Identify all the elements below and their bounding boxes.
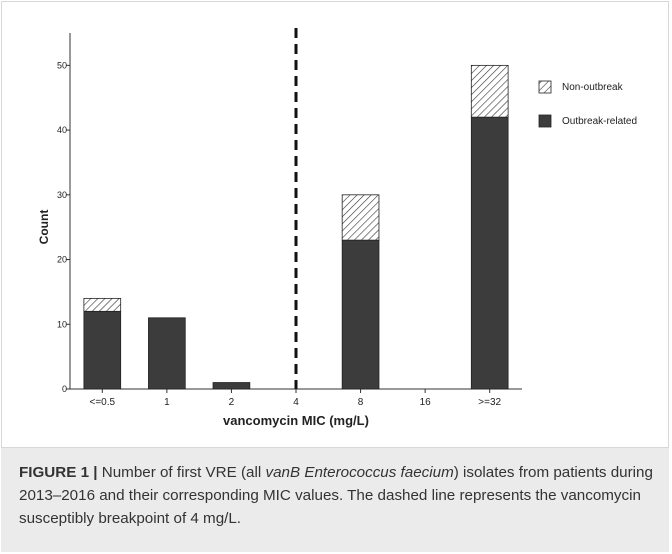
- bar-outbreak-related: [83, 310, 122, 390]
- caption-box: [1, 447, 669, 552]
- y-tick-label: 10: [57, 319, 67, 329]
- x-ticks: <=0.5 1 2 4 8 16 >=32: [89, 389, 502, 408]
- caption-label: FIGURE 1 |: [19, 464, 98, 481]
- x-tick-label: >=32: [478, 397, 501, 408]
- y-tick-label: 40: [57, 125, 67, 135]
- bar-outbreak-related: [341, 239, 380, 390]
- x-tick-label: 2: [229, 397, 235, 408]
- legend-swatch-non-outbreak: [538, 80, 552, 94]
- y-tick-label: 50: [57, 60, 67, 70]
- y-tick-label: 20: [57, 255, 67, 265]
- y-tick-label: 30: [57, 190, 67, 200]
- x-tick-label: <=0.5: [89, 397, 115, 408]
- y-axis-label: Count: [37, 210, 51, 245]
- caption-species: vanB Enterococcus faecium: [265, 464, 454, 481]
- bar-non-outbreak: [83, 297, 122, 312]
- legend: Non-outbreak Outbreak-related: [538, 80, 637, 128]
- figure-caption: FIGURE 1 | Number of first VRE (all vanB…: [19, 461, 659, 530]
- caption-text-1: Number of first VRE (all: [101, 464, 266, 481]
- y-ticks: 0 10 20 30 40 50: [57, 60, 70, 394]
- bar-non-outbreak: [341, 194, 380, 241]
- x-tick-label: 16: [420, 397, 432, 408]
- legend-swatch-outbreak-related: [538, 114, 552, 128]
- bar-outbreak-related: [212, 382, 251, 390]
- x-tick-label: 8: [358, 397, 364, 408]
- x-axis-label: vancomycin MIC (mg/L): [223, 413, 369, 428]
- legend-label-outbreak-related: Outbreak-related: [562, 116, 637, 127]
- y-tick-label: 0: [62, 384, 67, 394]
- x-tick-label: 1: [164, 397, 170, 408]
- legend-label-non-outbreak: Non-outbreak: [562, 82, 624, 93]
- x-tick-label: 4: [293, 397, 299, 408]
- bars: [83, 64, 509, 390]
- caption-text-2: ) isolates from patients during 2013–201…: [19, 464, 653, 527]
- bar-outbreak-related: [470, 116, 509, 390]
- bar-non-outbreak: [470, 64, 509, 118]
- bar-outbreak-related: [148, 317, 186, 390]
- chart: 0 10 20 30 40 50 <=0.5 1 2 4 8 16 >=32 Count vancom…: [37, 28, 637, 428]
